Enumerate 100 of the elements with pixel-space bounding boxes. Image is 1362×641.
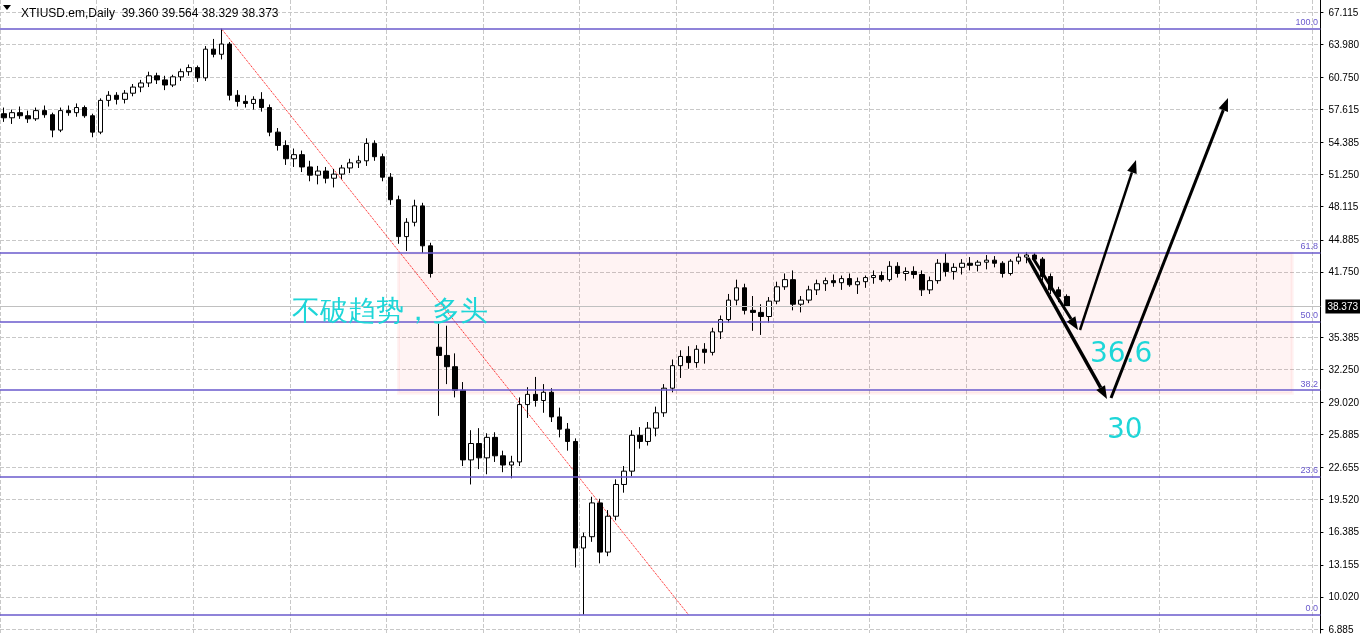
- candlestick: [871, 269, 876, 285]
- candlestick: [291, 148, 297, 168]
- y-tick-label: 44.885: [1328, 234, 1360, 246]
- candlestick: [855, 277, 860, 295]
- candlestick: [42, 105, 47, 119]
- candlestick: [130, 83, 136, 97]
- candlestick: [750, 295, 756, 332]
- candlestick: [726, 293, 731, 324]
- annotation: 38.2: [1300, 378, 1318, 389]
- annotation: 不破趋势，多头: [292, 293, 488, 327]
- candlestick: [686, 345, 691, 370]
- y-tick-label: 48.115: [1328, 201, 1359, 213]
- candlestick: [541, 383, 546, 414]
- candlestick: [146, 71, 152, 88]
- y-tick-label: 67.115: [1328, 6, 1359, 18]
- y-tick-label: 63.980: [1328, 38, 1360, 50]
- candlestick: [959, 258, 965, 275]
- candlestick: [1024, 251, 1029, 264]
- candlestick: [484, 432, 490, 475]
- candlestick: [533, 376, 538, 408]
- candlestick: [814, 279, 820, 296]
- candlestick: [670, 359, 675, 393]
- candlestick: [1000, 260, 1005, 279]
- candlestick: [460, 381, 466, 467]
- annotation: 23.6: [1300, 464, 1318, 475]
- candlestick: [283, 139, 289, 166]
- candlestick: [935, 258, 941, 285]
- y-tick-label: 29.020: [1328, 396, 1360, 408]
- candlestick: [984, 254, 989, 270]
- candlestick: [307, 160, 313, 182]
- candlestick: [581, 532, 586, 616]
- candlestick: [1016, 252, 1021, 265]
- candlestick: [492, 431, 498, 463]
- candlestick: [678, 349, 683, 379]
- candlestick: [782, 272, 788, 291]
- annotation: 30: [1107, 411, 1143, 445]
- y-tick-label: 32.250: [1328, 363, 1360, 375]
- candlestick: [565, 422, 570, 452]
- candlestick: [138, 79, 144, 93]
- candlestick: [992, 255, 997, 268]
- candlestick: [380, 153, 385, 182]
- candlestick: [412, 199, 417, 227]
- candlestick: [637, 426, 643, 450]
- candlestick: [243, 94, 248, 109]
- candlestick: [315, 165, 321, 185]
- candlestick: [195, 65, 200, 83]
- candlestick: [1, 107, 7, 123]
- candlestick: [50, 112, 55, 138]
- y-tick-label: 25.885: [1328, 428, 1360, 440]
- candlestick: [766, 296, 772, 324]
- candlestick: [823, 277, 828, 292]
- candlestick: [549, 387, 554, 423]
- candlestick: [951, 262, 957, 281]
- candlestick: [734, 279, 739, 306]
- candlestick: [911, 265, 917, 280]
- candlestick: [396, 195, 401, 245]
- candlestick: [170, 74, 176, 88]
- candlestick: [452, 352, 458, 398]
- candlestick: [299, 150, 305, 173]
- candlestick: [742, 283, 747, 315]
- candlestick: [275, 127, 281, 152]
- candlestick: [203, 45, 208, 82]
- candlestick: [967, 256, 973, 271]
- candlestick: [517, 396, 522, 467]
- candlestick: [186, 64, 192, 77]
- candlestick: [758, 303, 764, 336]
- candlestick: [259, 91, 264, 113]
- candlestick: [211, 38, 216, 58]
- y-tick-label: 54.385: [1328, 137, 1360, 149]
- candlestick: [339, 164, 345, 180]
- candlestick: [90, 113, 95, 138]
- candlestick: [25, 110, 31, 124]
- candlestick: [251, 95, 256, 111]
- candlestick: [227, 41, 232, 101]
- y-tick-label: 6.885: [1328, 623, 1354, 635]
- candlestick: [1064, 293, 1070, 308]
- candlestick: [58, 107, 63, 133]
- y-tick-label: 41.750: [1328, 266, 1360, 278]
- y-tick-label: 35.385: [1328, 331, 1360, 343]
- candlestick: [468, 429, 474, 485]
- candlestick: [605, 509, 611, 557]
- candlestick: [106, 90, 111, 108]
- candlestick: [364, 137, 369, 167]
- candlestick: [420, 202, 425, 254]
- candlestick: [903, 266, 909, 282]
- candlestick: [943, 252, 949, 278]
- candlestick: [831, 274, 836, 288]
- candlestick: [774, 281, 780, 305]
- candlestick: [323, 166, 329, 184]
- candlestick: [500, 450, 506, 473]
- candlestick: [919, 269, 925, 297]
- candlestick: [162, 75, 168, 91]
- candlestick: [33, 107, 39, 122]
- candlestick: [887, 260, 892, 283]
- candlestick: [710, 327, 715, 356]
- candlestick: [372, 139, 377, 162]
- candlestick: [154, 72, 160, 85]
- y-tick-label: 60.750: [1328, 71, 1360, 83]
- candlestick: [557, 407, 562, 438]
- candlestick: [219, 28, 224, 60]
